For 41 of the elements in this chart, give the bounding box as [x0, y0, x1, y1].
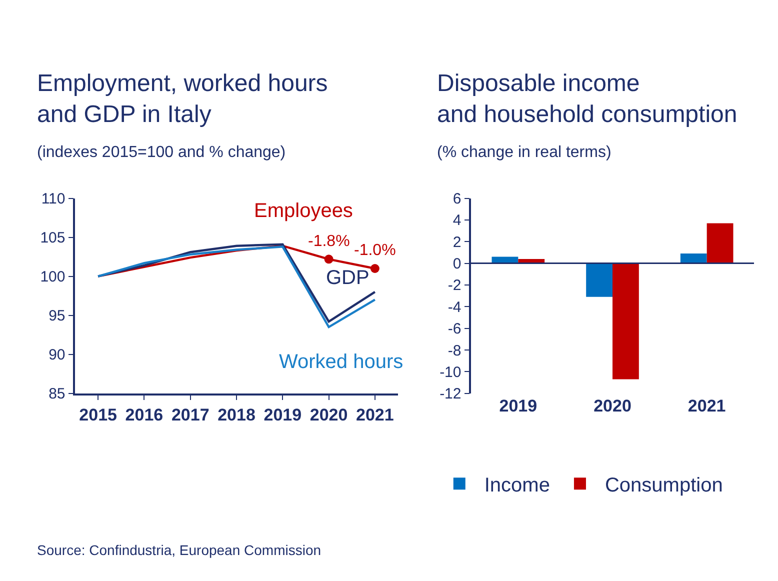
- y-tick-label: -8: [448, 342, 462, 360]
- x-tick-label: 2020: [310, 406, 348, 425]
- y-tick-label: 95: [48, 308, 66, 325]
- x-tick-label: 2018: [218, 406, 256, 425]
- x-tick-label: 2021: [356, 406, 394, 425]
- y-tick-label: -2: [448, 277, 462, 294]
- bar: [612, 263, 639, 380]
- y-tick-label: 0: [452, 256, 462, 273]
- x-tick-label: 2020: [594, 396, 632, 416]
- annotation: -1.0%: [354, 242, 396, 259]
- chart-title: Employment, worked hours and GDP in Italy: [37, 70, 328, 128]
- series-label: Employees: [254, 200, 353, 222]
- chart-subtitle: (indexes 2015=100 and % change): [37, 144, 286, 161]
- y-tick-label: 4: [452, 212, 462, 230]
- legend-label: Consumption: [604, 474, 723, 496]
- annotation: -1.8%: [308, 233, 350, 250]
- y-tick-label: 110: [41, 190, 66, 208]
- y-tick-label: 100: [40, 268, 66, 286]
- bar: [706, 223, 734, 264]
- legend-label: Income: [484, 474, 550, 496]
- series-label: Worked hours: [279, 351, 404, 373]
- x-tick-label: 2019: [499, 396, 538, 416]
- x-tick-label: 2017: [171, 406, 210, 425]
- chart-title: Disposable income and household consumption: [437, 70, 738, 128]
- y-tick-label: -4: [448, 298, 462, 316]
- x-tick-label: 2016: [125, 406, 164, 425]
- y-tick-label: -12: [440, 386, 462, 403]
- y-tick-label: -10: [440, 364, 462, 381]
- x-tick-label: 2019: [264, 406, 302, 425]
- y-tick-label: 2: [452, 234, 462, 251]
- y-tick-label: -6: [448, 320, 462, 338]
- y-tick-label: 85: [48, 386, 66, 403]
- source-note: Source: Confindustria, European Commission: [37, 542, 322, 558]
- y-tick-label: 6: [452, 190, 462, 208]
- series-label: GDP: [326, 267, 370, 289]
- x-tick-label: 2021: [688, 396, 726, 416]
- y-tick-label: 90: [48, 346, 66, 364]
- y-tick-label: 105: [40, 230, 66, 247]
- x-tick-label: 2015: [79, 406, 117, 425]
- bar: [586, 263, 612, 297]
- chart-subtitle: (% change in real terms): [437, 144, 612, 161]
